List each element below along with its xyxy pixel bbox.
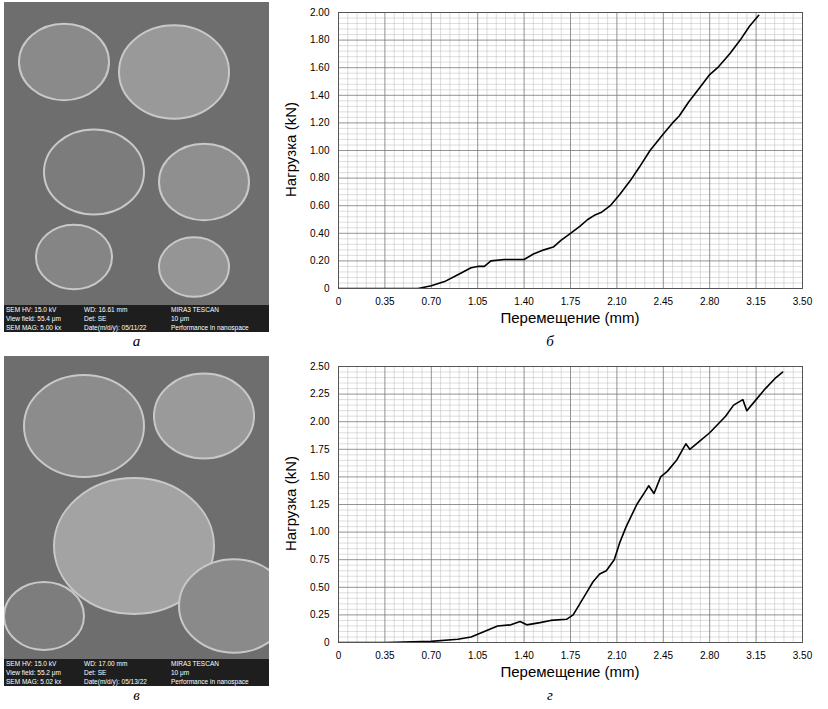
- svg-text:2.25: 2.25: [310, 388, 330, 399]
- html-text:10 μm: 10 μm: [171, 669, 190, 676]
- svg-text:1.80: 1.80: [310, 34, 330, 45]
- svg-text:0.70: 0.70: [422, 650, 442, 661]
- html-text:WD: 16.61 mm: WD: 16.61 mm: [84, 306, 128, 313]
- html-text:а: а: [132, 333, 141, 349]
- svg-text:1.50: 1.50: [310, 471, 330, 482]
- svg-text:1.00: 1.00: [310, 526, 330, 537]
- svg-text:2.80: 2.80: [700, 296, 720, 307]
- svg-text:2.10: 2.10: [607, 296, 627, 307]
- html-text:Performance in nanospace: Performance in nanospace: [171, 324, 249, 331]
- svg-text:0.35: 0.35: [375, 296, 395, 307]
- html-text:Перемещение (mm): Перемещение (mm): [500, 309, 640, 326]
- svg-text:2.80: 2.80: [700, 650, 720, 661]
- html-text:Date(m/d/y): 05/13/22: Date(m/d/y): 05/13/22: [84, 678, 147, 685]
- svg-text:0.80: 0.80: [310, 172, 330, 183]
- svg-text:0.40: 0.40: [310, 228, 330, 239]
- svg-text:1.40: 1.40: [514, 650, 534, 661]
- svg-text:1.40: 1.40: [514, 296, 534, 307]
- svg-text:3.15: 3.15: [746, 296, 766, 307]
- html-text:MIRA3 TESCAN: MIRA3 TESCAN: [171, 660, 219, 667]
- html-text:Перемещение (mm): Перемещение (mm): [500, 663, 640, 680]
- svg-text:1.75: 1.75: [561, 650, 581, 661]
- html-text:Det: SE: Det: SE: [84, 669, 107, 676]
- svg-text:1.75: 1.75: [310, 444, 330, 455]
- html-text:Det: SE: Det: SE: [84, 315, 107, 322]
- svg-text:2.10: 2.10: [607, 650, 627, 661]
- html-text:Date(m/d/y): 05/11/22: Date(m/d/y): 05/11/22: [84, 324, 147, 331]
- svg-text:1.25: 1.25: [310, 499, 330, 510]
- html-text:MIRA3 TESCAN: MIRA3 TESCAN: [171, 306, 219, 313]
- html-text:г: г: [547, 687, 553, 703]
- svg-text:1.40: 1.40: [310, 90, 330, 101]
- svg-text:0.50: 0.50: [310, 582, 330, 593]
- svg-text:1.60: 1.60: [310, 62, 330, 73]
- html-text:SEM MAG: 5.00 kx: SEM MAG: 5.00 kx: [6, 324, 62, 331]
- svg-text:1.05: 1.05: [468, 650, 488, 661]
- svg-text:0.75: 0.75: [310, 554, 330, 565]
- svg-text:2.00: 2.00: [310, 416, 330, 427]
- html-text:в: в: [133, 687, 140, 703]
- svg-text:2.45: 2.45: [654, 296, 674, 307]
- html-text:SEM MAG: 5.02 kx: SEM MAG: 5.02 kx: [6, 678, 62, 685]
- html-text:SEM HV: 15.0 kV: SEM HV: 15.0 kV: [6, 660, 57, 667]
- svg-text:3.50: 3.50: [793, 650, 813, 661]
- html-text:SEM HV: 15.0 kV: SEM HV: 15.0 kV: [6, 306, 57, 313]
- svg-text:0: 0: [324, 283, 330, 294]
- svg-text:0: 0: [336, 650, 342, 661]
- svg-text:0.25: 0.25: [310, 609, 330, 620]
- html-text:Нагрузка (kN): Нагрузка (kN): [281, 102, 299, 197]
- svg-text:3.50: 3.50: [793, 296, 813, 307]
- html-text:Нагрузка (kN): Нагрузка (kN): [281, 456, 299, 551]
- svg-text:0.60: 0.60: [310, 200, 330, 211]
- svg-text:0: 0: [324, 637, 330, 648]
- svg-text:2.45: 2.45: [654, 650, 674, 661]
- svg-text:2.00: 2.00: [310, 7, 330, 18]
- html-text:б: б: [546, 333, 554, 349]
- html-text:WD: 17.00 mm: WD: 17.00 mm: [84, 660, 128, 667]
- svg-text:1.00: 1.00: [310, 145, 330, 156]
- svg-text:1.75: 1.75: [561, 296, 581, 307]
- svg-text:3.15: 3.15: [746, 650, 766, 661]
- svg-text:0: 0: [336, 296, 342, 307]
- svg-text:0.70: 0.70: [422, 296, 442, 307]
- html-text:View field: 55.4 μm: View field: 55.4 μm: [6, 315, 61, 322]
- svg-text:0.35: 0.35: [375, 650, 395, 661]
- svg-text:2.50: 2.50: [310, 361, 330, 372]
- html-text:Performance in nanospace: Performance in nanospace: [171, 678, 249, 685]
- html-text:10 μm: 10 μm: [171, 315, 190, 322]
- html-text:View field: 55.2 μm: View field: 55.2 μm: [6, 669, 61, 676]
- svg-text:1.20: 1.20: [310, 117, 330, 128]
- svg-text:0.20: 0.20: [310, 255, 330, 266]
- svg-text:1.05: 1.05: [468, 296, 488, 307]
